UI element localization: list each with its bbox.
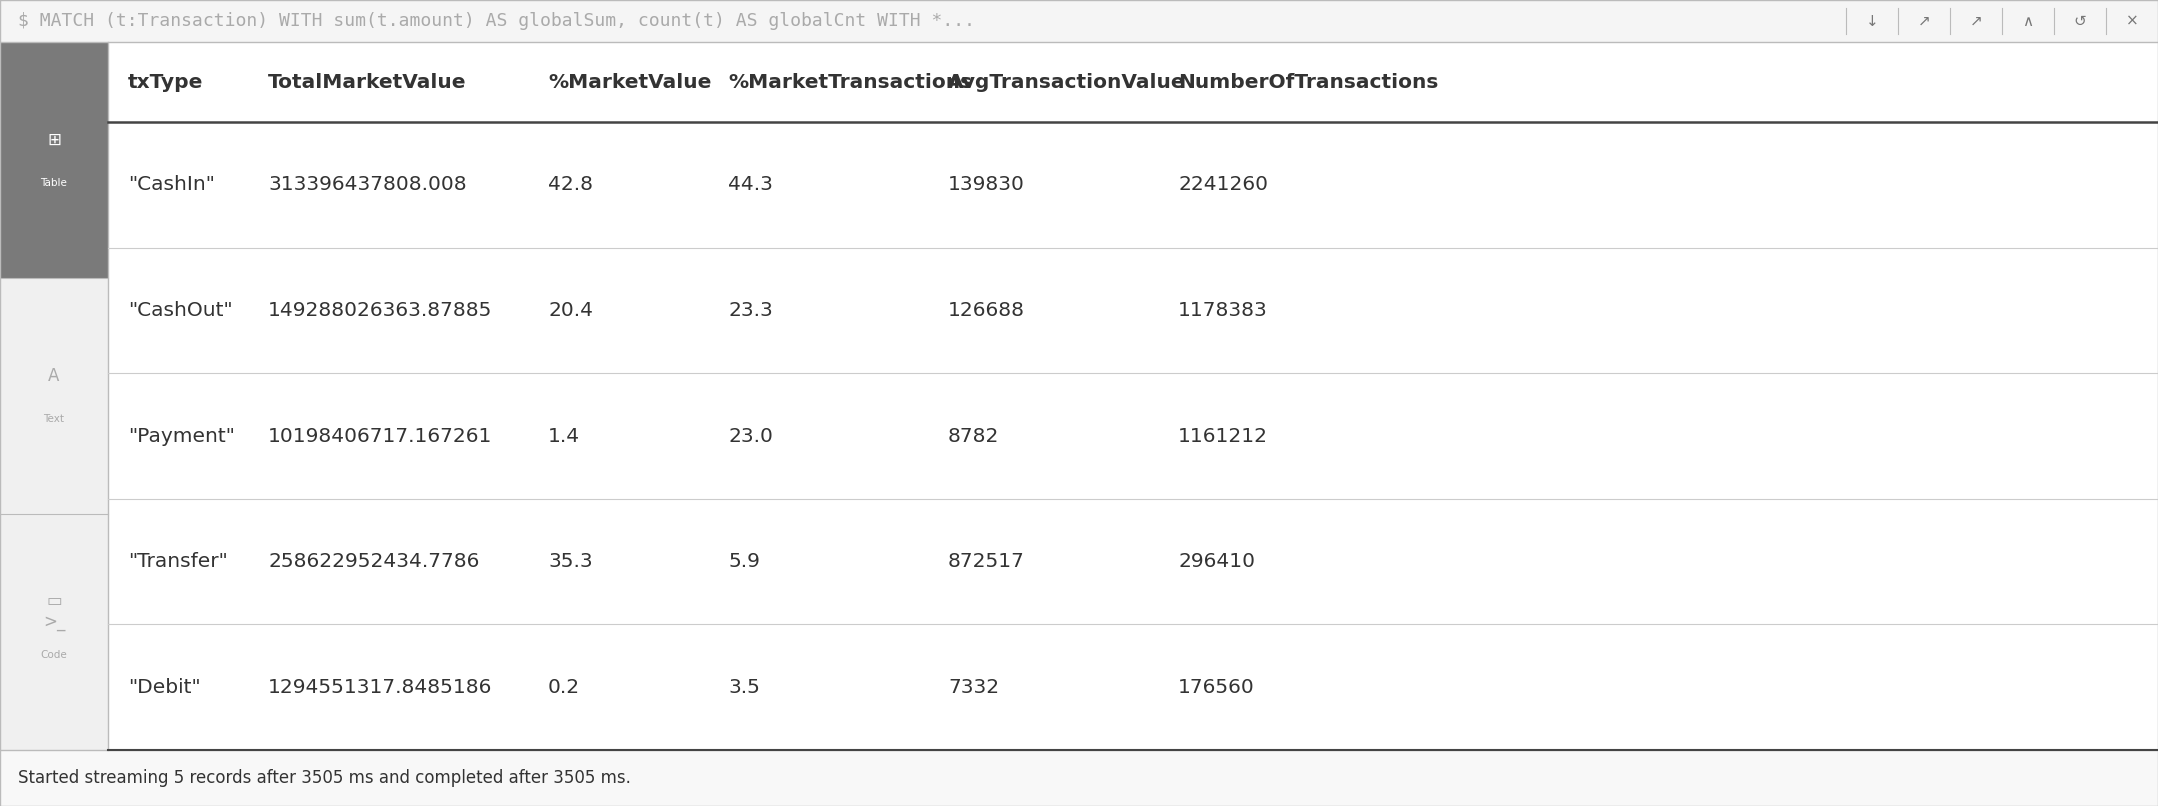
Text: ↓: ↓ (1867, 14, 1877, 28)
Text: NumberOfTransactions: NumberOfTransactions (1178, 73, 1439, 92)
Text: 7332: 7332 (947, 678, 999, 696)
Text: Started streaming 5 records after 3505 ms and completed after 3505 ms.: Started streaming 5 records after 3505 m… (17, 769, 630, 787)
Text: 23.0: 23.0 (727, 426, 773, 446)
Text: Table: Table (41, 177, 67, 188)
Text: txType: txType (127, 73, 203, 92)
Text: 1178383: 1178383 (1178, 301, 1267, 320)
Text: ∧: ∧ (2022, 14, 2033, 28)
Text: 5.9: 5.9 (727, 552, 760, 571)
Text: "CashOut": "CashOut" (127, 301, 233, 320)
Text: 149288026363.87885: 149288026363.87885 (268, 301, 492, 320)
Text: 1161212: 1161212 (1178, 426, 1269, 446)
Bar (108, 42, 2158, 750)
Text: ↗: ↗ (1970, 14, 1983, 28)
Text: 8782: 8782 (947, 426, 999, 446)
Text: 872517: 872517 (947, 552, 1025, 571)
Text: 42.8: 42.8 (548, 175, 593, 194)
Text: A: A (47, 367, 60, 384)
Text: ⊞: ⊞ (47, 131, 60, 149)
Text: Text: Text (43, 413, 65, 424)
Text: Code: Code (41, 650, 67, 659)
Text: 23.3: 23.3 (727, 301, 773, 320)
Text: "Payment": "Payment" (127, 426, 235, 446)
Text: ▭
>_: ▭ >_ (43, 592, 65, 631)
Text: 1294551317.8485186: 1294551317.8485186 (268, 678, 492, 696)
Text: 258622952434.7786: 258622952434.7786 (268, 552, 479, 571)
Text: 0.2: 0.2 (548, 678, 581, 696)
Text: 126688: 126688 (947, 301, 1025, 320)
Text: ↺: ↺ (2074, 14, 2087, 28)
Text: 3.5: 3.5 (727, 678, 760, 696)
Text: %MarketValue: %MarketValue (548, 73, 712, 92)
Text: ×: × (2126, 14, 2139, 28)
Text: 313396437808.008: 313396437808.008 (268, 175, 466, 194)
Text: 139830: 139830 (947, 175, 1025, 194)
Text: 44.3: 44.3 (727, 175, 773, 194)
Text: 1.4: 1.4 (548, 426, 581, 446)
Text: 35.3: 35.3 (548, 552, 593, 571)
Text: 176560: 176560 (1178, 678, 1254, 696)
Bar (0, 0, 2158, 42)
Text: 10198406717.167261: 10198406717.167261 (268, 426, 492, 446)
Text: AvgTransactionValue: AvgTransactionValue (947, 73, 1185, 92)
Text: "Transfer": "Transfer" (127, 552, 229, 571)
Text: $ MATCH (t:Transaction) WITH sum(t.amount) AS globalSum, count(t) AS globalCnt W: $ MATCH (t:Transaction) WITH sum(t.amoun… (17, 12, 975, 30)
Text: "CashIn": "CashIn" (127, 175, 216, 194)
Text: %MarketTransactions: %MarketTransactions (727, 73, 971, 92)
Text: 296410: 296410 (1178, 552, 1256, 571)
Text: TotalMarketValue: TotalMarketValue (268, 73, 466, 92)
Bar (0, 42, 108, 278)
Text: ↗: ↗ (1918, 14, 1931, 28)
Text: 20.4: 20.4 (548, 301, 593, 320)
Text: "Debit": "Debit" (127, 678, 201, 696)
Bar (0, 42, 108, 750)
Bar (0, 750, 2158, 806)
Text: 2241260: 2241260 (1178, 175, 1269, 194)
